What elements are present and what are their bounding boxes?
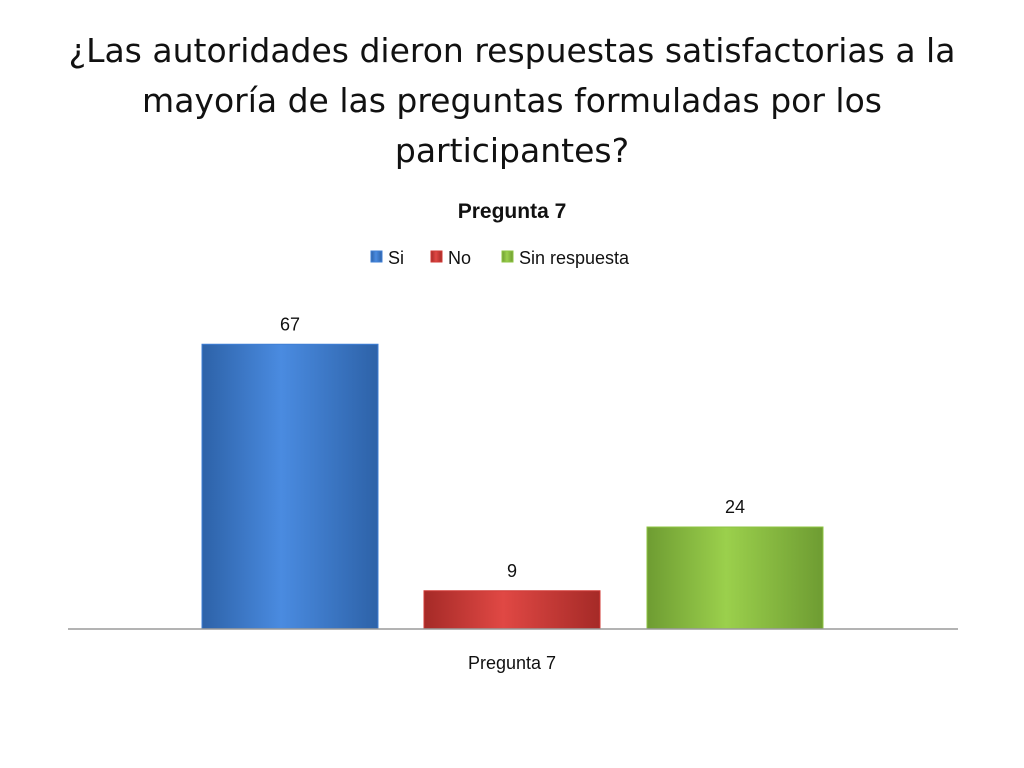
bar-group	[201, 343, 824, 630]
bar-sin-respuesta	[646, 526, 824, 630]
chart-legend: Si No Sin respuesta	[370, 248, 630, 268]
bar-no	[423, 590, 601, 630]
legend-label-sin-respuesta: Sin respuesta	[519, 248, 630, 268]
legend-label-si: Si	[388, 248, 404, 268]
chart-title: Pregunta 7	[458, 200, 567, 223]
legend-label-no: No	[448, 248, 471, 268]
legend-swatch-si	[370, 250, 383, 263]
data-label-si: 67	[280, 314, 300, 334]
data-label-sin-respuesta: 24	[725, 497, 745, 517]
slide-title: ¿Las autoridades dieron respuestas satis…	[68, 31, 956, 170]
data-label-group: 67 9 24	[280, 314, 745, 581]
legend-swatch-no	[430, 250, 443, 263]
bar-si	[201, 343, 379, 630]
x-axis-category-label: Pregunta 7	[468, 653, 556, 673]
legend-swatch-sin-respuesta	[501, 250, 514, 263]
data-label-no: 9	[507, 561, 517, 581]
